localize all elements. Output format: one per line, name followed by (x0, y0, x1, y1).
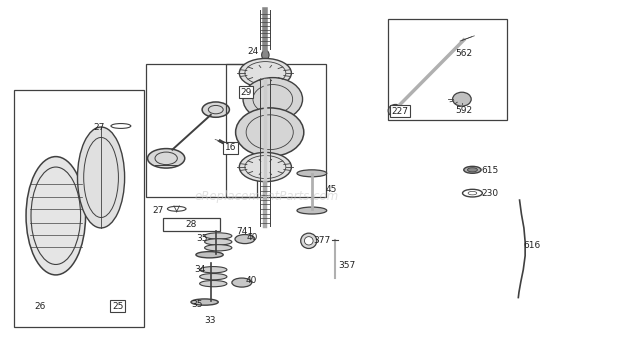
Ellipse shape (26, 157, 86, 275)
Text: 741: 741 (236, 227, 254, 236)
Bar (14, 90, 144, 327)
Ellipse shape (191, 299, 218, 305)
Text: 40: 40 (247, 233, 258, 242)
Ellipse shape (262, 50, 269, 60)
Ellipse shape (200, 280, 227, 287)
Text: 33: 33 (204, 316, 215, 325)
Ellipse shape (464, 166, 481, 173)
Bar (388, 19, 507, 120)
Ellipse shape (200, 274, 227, 280)
Text: 35: 35 (197, 234, 208, 243)
Ellipse shape (467, 168, 477, 172)
Ellipse shape (205, 239, 232, 245)
Text: 34: 34 (194, 264, 205, 274)
Ellipse shape (468, 191, 477, 195)
Text: 616: 616 (523, 241, 541, 250)
Text: 377: 377 (314, 236, 331, 245)
Text: 35: 35 (192, 300, 203, 309)
Text: 45: 45 (326, 185, 337, 194)
Text: 26: 26 (35, 302, 46, 311)
Text: 227: 227 (391, 107, 409, 116)
Text: 25: 25 (112, 302, 123, 311)
Text: 615: 615 (481, 166, 498, 175)
Ellipse shape (232, 278, 252, 287)
Ellipse shape (205, 245, 232, 251)
Ellipse shape (297, 207, 327, 214)
Ellipse shape (236, 108, 304, 157)
Text: 357: 357 (339, 261, 356, 270)
Text: 16: 16 (225, 143, 236, 152)
Ellipse shape (453, 92, 471, 106)
Text: 592: 592 (455, 106, 472, 115)
Ellipse shape (388, 104, 403, 117)
Ellipse shape (202, 102, 229, 117)
Bar (226, 64, 326, 197)
Ellipse shape (200, 267, 227, 273)
Text: 562: 562 (455, 49, 472, 58)
Ellipse shape (301, 233, 317, 248)
Bar (163, 218, 220, 231)
Ellipse shape (235, 235, 255, 244)
Text: 40: 40 (246, 276, 257, 285)
Ellipse shape (304, 237, 313, 245)
Text: eReplacementParts.com: eReplacementParts.com (195, 190, 339, 203)
Ellipse shape (205, 233, 232, 239)
Text: 29: 29 (241, 88, 252, 97)
Text: 32: 32 (229, 143, 240, 152)
Ellipse shape (239, 58, 291, 88)
Bar (146, 64, 257, 197)
Ellipse shape (239, 152, 291, 182)
Text: 27: 27 (94, 122, 105, 132)
Text: 24: 24 (247, 47, 259, 56)
Text: 28: 28 (185, 220, 197, 229)
Ellipse shape (148, 149, 185, 168)
Text: 27: 27 (153, 206, 164, 215)
Text: 230: 230 (481, 189, 498, 198)
Ellipse shape (196, 252, 223, 258)
Ellipse shape (78, 127, 125, 228)
Ellipse shape (243, 78, 303, 121)
Ellipse shape (297, 170, 327, 177)
